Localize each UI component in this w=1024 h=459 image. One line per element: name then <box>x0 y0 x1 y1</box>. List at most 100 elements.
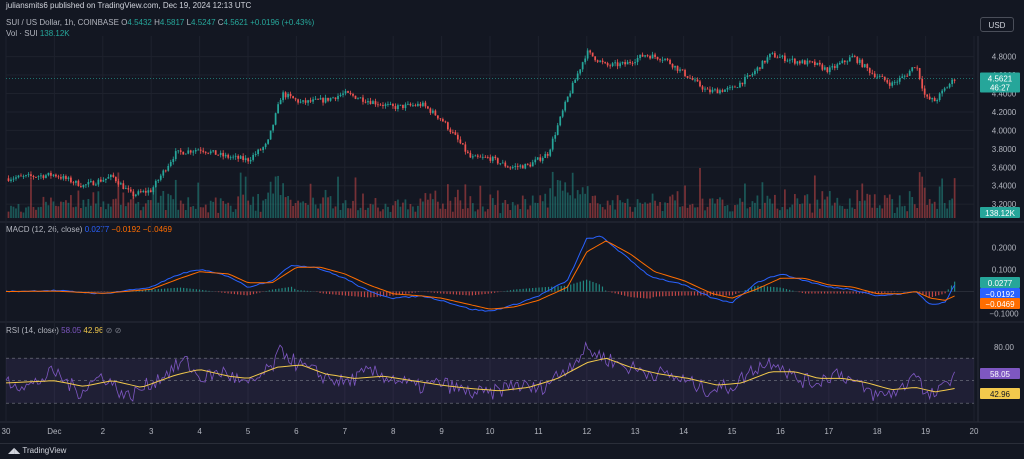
volume-bar <box>838 205 841 218</box>
volume-bar <box>432 199 434 218</box>
volume-bar <box>471 203 474 218</box>
candle-body <box>60 177 62 179</box>
volume-label[interactable]: Vol · SUI <box>6 29 38 38</box>
x-tick-label: 17 <box>824 427 833 436</box>
candle-body <box>873 73 876 78</box>
candle-body <box>424 102 427 107</box>
candle-body <box>681 69 684 71</box>
volume-bar <box>389 211 392 218</box>
volume-bar <box>122 192 125 218</box>
volume-bar <box>159 195 162 218</box>
candle-body <box>42 175 45 178</box>
volume-bar <box>237 196 240 218</box>
volume-bar <box>521 195 524 218</box>
x-tick-label: 9 <box>439 427 444 436</box>
candle-body <box>247 158 250 162</box>
candle-body <box>923 88 926 95</box>
candle-body <box>938 93 941 101</box>
volume-bar <box>813 175 816 218</box>
candle-body <box>197 149 200 151</box>
volume-bar <box>299 202 302 218</box>
volume-bar <box>803 195 806 218</box>
candle-body <box>82 184 85 188</box>
candle-body <box>237 155 240 159</box>
volume-bar <box>491 198 494 218</box>
volume-bar <box>392 205 394 218</box>
volume-bar <box>75 206 77 218</box>
candle-body <box>616 62 619 67</box>
volume-bar <box>109 206 112 218</box>
volume-bar <box>948 200 951 218</box>
candle-body <box>322 98 324 103</box>
volume-bar <box>601 207 604 218</box>
settings-icon[interactable]: ⊘ <box>114 326 122 335</box>
candle-body <box>107 177 110 179</box>
candle-body <box>374 101 377 105</box>
macd-label[interactable]: MACD (12, 26, close) <box>6 225 83 234</box>
candle-body <box>471 156 474 158</box>
volume-bar <box>437 201 439 218</box>
volume-bar <box>10 205 12 218</box>
volume-bar <box>224 203 227 218</box>
candle-body <box>526 163 529 165</box>
brand[interactable]: ◢◣ TradingView <box>8 445 66 457</box>
volume-bar <box>367 207 369 218</box>
candle-body <box>943 88 946 91</box>
symbol-title[interactable]: SUI / US Dollar, 1h, COINBASE <box>6 18 119 27</box>
volume-bar <box>724 206 726 218</box>
volume-bar <box>496 190 499 218</box>
volume-bar <box>469 196 472 218</box>
volume-bar <box>871 207 874 218</box>
candle-body <box>739 82 741 88</box>
volume-bar <box>209 200 212 218</box>
volume-bar <box>337 176 339 218</box>
volume-bar <box>199 207 202 218</box>
x-tick-label: 19 <box>921 427 930 436</box>
countdown-badge-bg <box>980 81 1020 93</box>
volume-bar <box>157 202 160 218</box>
candle-body <box>534 159 537 163</box>
candle-body <box>449 129 452 133</box>
volume-bar <box>863 200 866 218</box>
candle-body <box>878 76 881 78</box>
volume-bar <box>893 212 896 218</box>
candle-body <box>90 181 92 183</box>
candle-body <box>464 144 467 152</box>
candle-body <box>272 124 274 131</box>
volume-bar <box>402 202 404 218</box>
rsi-label[interactable]: RSI (14, close) <box>6 326 59 335</box>
tradingview-logo-icon: ◢◣ <box>8 446 21 455</box>
candle-body <box>279 100 282 105</box>
visibility-icon[interactable]: ⊘ <box>105 326 113 335</box>
volume-bar <box>461 208 464 218</box>
volume-bar <box>818 208 821 218</box>
candle-body <box>863 64 866 68</box>
volume-bar <box>566 192 569 218</box>
volume-bar <box>464 184 467 218</box>
volume-bar <box>596 203 599 218</box>
volume-bar <box>634 207 636 218</box>
volume-bar <box>559 180 562 218</box>
volume-bar <box>102 201 105 218</box>
volume-bar <box>164 210 167 218</box>
volume-bar <box>749 207 751 218</box>
volume-bar <box>811 212 814 218</box>
volume-bar <box>486 209 489 218</box>
candle-body <box>798 61 801 64</box>
volume-bar <box>212 201 215 218</box>
volume-bar <box>591 195 594 218</box>
symbol-legend: SUI / US Dollar, 1h, COINBASE O4.5432 H4… <box>6 18 314 27</box>
candle-body <box>843 60 846 62</box>
currency-button[interactable]: USD <box>980 17 1014 32</box>
high-label: H <box>154 18 160 27</box>
volume-bar <box>918 172 921 218</box>
candle-body <box>886 80 889 83</box>
candle-body <box>736 87 739 89</box>
x-tick-label: 2 <box>101 427 106 436</box>
candle-body <box>469 152 472 158</box>
macd-value: 0.0277 <box>84 225 110 234</box>
high-value: 4.5817 <box>159 18 185 27</box>
low-value: 4.5247 <box>191 18 216 27</box>
candle-body <box>579 69 582 74</box>
